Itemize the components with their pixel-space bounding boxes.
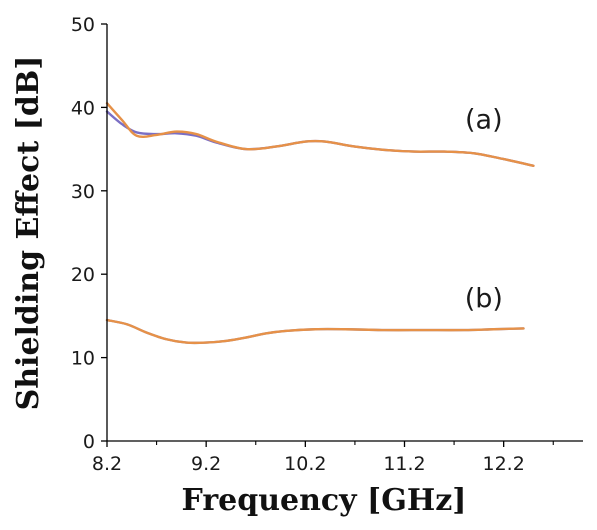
y-tick-label: 30 (71, 181, 95, 203)
x-tick-label: 8.2 (92, 453, 122, 475)
series-annotation-1: (a) (465, 104, 503, 135)
x-tick-label: 11.2 (383, 453, 425, 475)
y-tick-label: 20 (71, 264, 95, 286)
axes-group (101, 23, 583, 447)
y-tick-label: 50 (71, 14, 95, 36)
series-group (105, 102, 535, 345)
annotations-group: (a) (b) (465, 104, 503, 314)
x-tick-label: 10.2 (284, 453, 326, 475)
x-axis-title: Frequency [GHz] (182, 483, 467, 518)
y-tick-label: 0 (83, 431, 95, 453)
x-tick-label: 9.2 (191, 453, 221, 475)
series-annotation-2: (b) (465, 284, 503, 315)
y-tick-label: 10 (71, 348, 95, 370)
y-axis-title: Shielding Effect [dB] (11, 56, 46, 411)
series-line-2 (105, 102, 535, 167)
x-tick-label: 12.2 (483, 453, 525, 475)
tick-labels-group: 0 10 20 30 40 50 8.2 9.2 10.2 11.2 12.2 (71, 14, 525, 475)
y-tick-label: 40 (71, 97, 95, 119)
series-line-4 (105, 318, 525, 345)
